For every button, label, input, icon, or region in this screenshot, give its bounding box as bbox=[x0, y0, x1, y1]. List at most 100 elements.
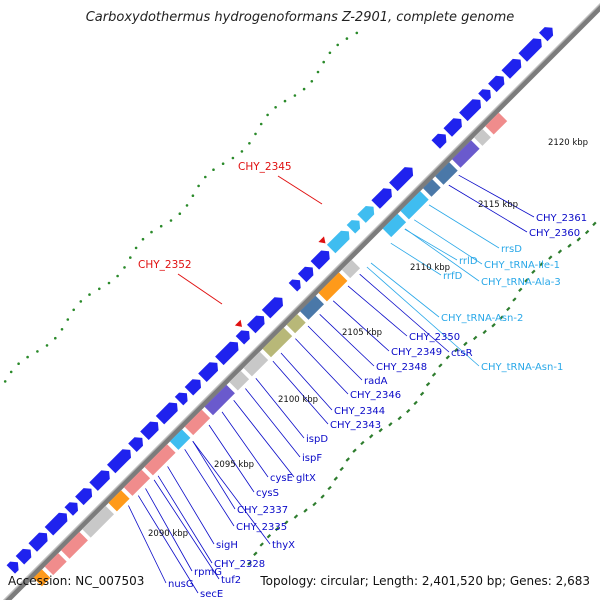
gc-dot bbox=[45, 344, 49, 347]
scale-tick-label: 2100 kbp bbox=[278, 395, 318, 405]
gc-skew-dash bbox=[454, 347, 459, 353]
gene-label: CHY_2349 bbox=[391, 347, 442, 358]
gc-skew-dash bbox=[425, 382, 431, 387]
gene-label: CHY_2348 bbox=[376, 362, 427, 373]
cog-block bbox=[423, 179, 441, 197]
label-callout-line bbox=[370, 262, 440, 318]
scale-tick-label: 2105 kbp bbox=[342, 328, 382, 338]
gc-dot bbox=[134, 246, 138, 250]
label-callout-line bbox=[319, 314, 375, 367]
gc-skew-dash bbox=[397, 415, 402, 421]
gene-label: ctsR bbox=[451, 348, 473, 359]
cds-arrow bbox=[326, 230, 350, 254]
gc-dot bbox=[197, 184, 200, 188]
gene-label: secE bbox=[200, 589, 223, 600]
gene-label: CHY_2350 bbox=[409, 332, 460, 343]
gc-skew-dash bbox=[463, 341, 468, 347]
gc-skew-dash bbox=[274, 526, 280, 532]
gene-label: CHY_2344 bbox=[334, 406, 385, 417]
cds-arrow bbox=[261, 297, 283, 319]
cog-block bbox=[452, 140, 480, 168]
gc-dot bbox=[322, 60, 326, 64]
label-callouts bbox=[128, 174, 535, 594]
label-callout-line bbox=[255, 377, 305, 439]
cog-block bbox=[204, 384, 235, 416]
cds-arrow bbox=[431, 133, 447, 149]
genome-summary: Topology: circular; Length: 2,401,520 bp… bbox=[260, 574, 590, 588]
gene-label: CHY_tRNA-Asn-2 bbox=[441, 313, 523, 324]
gene-label: sigH bbox=[216, 540, 238, 551]
gc-skew-dash bbox=[567, 243, 572, 248]
gc-dot bbox=[66, 318, 70, 321]
gc-skew-dash bbox=[388, 422, 393, 427]
gene-label: CHY_2343 bbox=[330, 420, 381, 431]
gc-dot bbox=[123, 266, 126, 269]
label-callout-line bbox=[428, 204, 500, 249]
cds-arrow bbox=[488, 75, 505, 93]
marker-chy-2345 bbox=[234, 319, 242, 327]
gc-dot bbox=[274, 106, 277, 109]
gc-dot bbox=[248, 142, 251, 145]
gc-skew-dash bbox=[539, 262, 544, 267]
cog-block bbox=[44, 553, 67, 576]
cds-arrow bbox=[140, 421, 159, 440]
gene-label: ispF bbox=[302, 453, 322, 464]
gene-label: CHY_2328 bbox=[214, 559, 265, 570]
gene-label: thyX bbox=[272, 540, 295, 551]
cds-track bbox=[6, 27, 554, 574]
cds-arrow bbox=[288, 279, 301, 292]
gc-skew-dash bbox=[327, 485, 332, 491]
gc-skew-dash bbox=[360, 440, 365, 446]
gc-dot bbox=[355, 31, 359, 35]
gene-label: CHY_2346 bbox=[350, 390, 401, 401]
label-callout-line bbox=[245, 388, 301, 458]
gc-dot bbox=[212, 168, 215, 171]
label-callout-line bbox=[458, 174, 535, 218]
cog-block bbox=[108, 490, 130, 512]
gene-label: cysE bbox=[270, 473, 293, 484]
gc-skew-dash bbox=[303, 508, 308, 513]
cog-block bbox=[435, 162, 458, 185]
gene-label: tuf2 bbox=[221, 575, 241, 586]
gc-skew-dash bbox=[491, 323, 496, 328]
label-callout-line bbox=[413, 219, 483, 265]
label-callout-line bbox=[167, 466, 215, 545]
gene-label: gltX bbox=[296, 473, 316, 484]
gc-dot bbox=[178, 212, 182, 215]
gene-label: cysS bbox=[256, 488, 279, 499]
gc-dot bbox=[310, 80, 314, 83]
scale-tick-label: 2115 kbp bbox=[478, 200, 518, 210]
label-callout-line bbox=[153, 479, 220, 580]
gc-skew-dash bbox=[472, 335, 478, 341]
cog-track bbox=[33, 112, 508, 587]
gc-skew-dash bbox=[531, 269, 536, 274]
cds-arrow bbox=[174, 392, 188, 406]
gc-skew-dash bbox=[499, 315, 504, 320]
gc-dot bbox=[328, 51, 332, 55]
gc-dot bbox=[240, 150, 244, 153]
gc-skew-dash bbox=[419, 391, 425, 396]
cds-arrow bbox=[518, 38, 542, 62]
cds-arrow bbox=[128, 437, 143, 452]
cds-arrow bbox=[155, 402, 178, 425]
cds-arrow bbox=[247, 315, 265, 334]
gc-dot bbox=[266, 113, 269, 117]
gene-label: radA bbox=[364, 376, 388, 387]
gc-dot bbox=[169, 219, 173, 222]
cds-arrow bbox=[28, 532, 48, 552]
gc-dot bbox=[293, 94, 297, 97]
label-callout-line bbox=[332, 300, 390, 352]
gene-label: rrlD bbox=[459, 256, 478, 267]
marker-chy-2352 bbox=[318, 236, 326, 244]
cog-block bbox=[33, 569, 51, 587]
gc-skew-dash bbox=[406, 408, 411, 414]
gc-dot bbox=[254, 132, 257, 136]
label-callout-line bbox=[137, 495, 199, 594]
gene-label: nusG bbox=[168, 579, 194, 590]
cds-arrow bbox=[75, 488, 93, 506]
callout-line bbox=[277, 175, 323, 205]
label-callout-line bbox=[359, 273, 450, 353]
